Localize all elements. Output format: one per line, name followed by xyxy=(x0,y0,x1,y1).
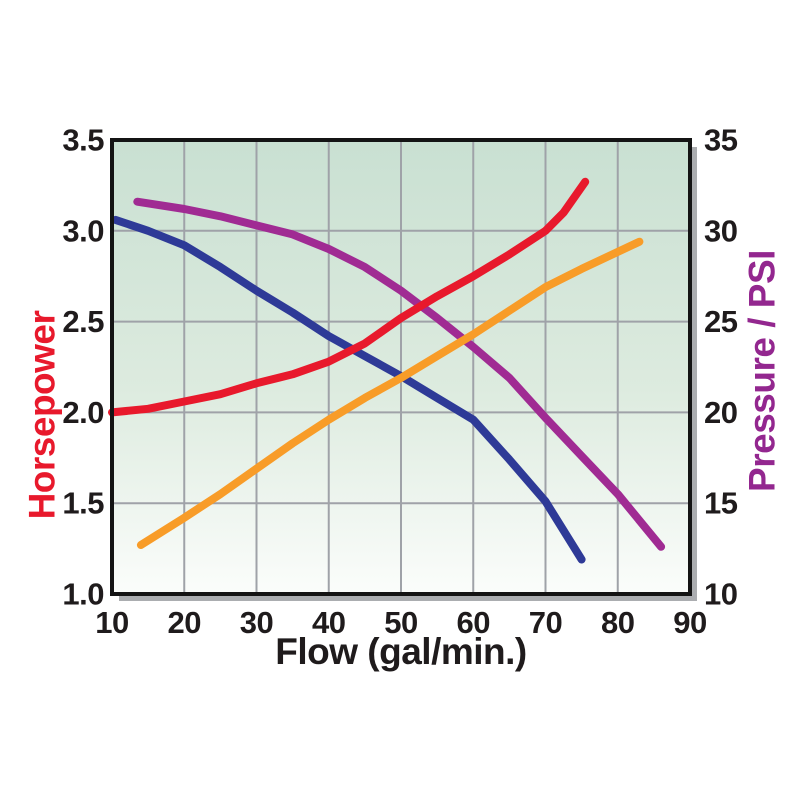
y-axis-right-tick-labels: 35 30 25 20 15 10 xyxy=(704,123,738,612)
y-left-tick-label: 2.5 xyxy=(62,304,104,339)
curve-horsepower-rising xyxy=(108,177,590,417)
y-axis-left-title: Horsepower xyxy=(22,310,63,519)
curve-horsepower-falling xyxy=(111,215,586,564)
y-right-tick-label: 15 xyxy=(704,486,738,521)
x-tick-label: 80 xyxy=(601,605,634,640)
y-right-tick-label: 30 xyxy=(704,213,737,248)
curves xyxy=(108,177,666,564)
y-left-tick-label: 2.0 xyxy=(62,395,104,430)
gridlines xyxy=(112,140,690,594)
y-right-tick-label: 20 xyxy=(704,395,737,430)
x-tick-label: 70 xyxy=(529,605,562,640)
x-tick-label: 10 xyxy=(95,605,128,640)
x-tick-label: 60 xyxy=(457,605,490,640)
x-tick-label: 30 xyxy=(240,605,273,640)
x-axis-title: Flow (gal/min.) xyxy=(275,631,526,672)
y-left-tick-label: 1.0 xyxy=(62,577,104,612)
y-left-tick-label: 1.5 xyxy=(62,486,104,521)
curve-pressure-rising xyxy=(136,237,644,549)
plot-frame xyxy=(110,138,692,596)
x-tick-label: 20 xyxy=(168,605,201,640)
x-tick-label: 50 xyxy=(384,605,417,640)
x-tick-label: 90 xyxy=(673,605,706,640)
y-axis-right-title: Pressure / PSI xyxy=(742,250,783,492)
y-right-tick-label: 35 xyxy=(704,123,738,158)
curve-pressure-falling xyxy=(133,197,666,551)
y-left-tick-label: 3.0 xyxy=(62,213,104,248)
y-left-tick-label: 3.5 xyxy=(62,123,104,158)
y-right-tick-label: 10 xyxy=(704,577,737,612)
y-right-tick-label: 25 xyxy=(704,304,738,339)
y-axis-left-tick-labels: 3.5 3.0 2.5 2.0 1.5 1.0 xyxy=(62,123,104,612)
x-tick-label: 40 xyxy=(312,605,345,640)
x-axis-tick-labels: 10 20 30 40 50 60 70 80 90 xyxy=(95,605,707,640)
